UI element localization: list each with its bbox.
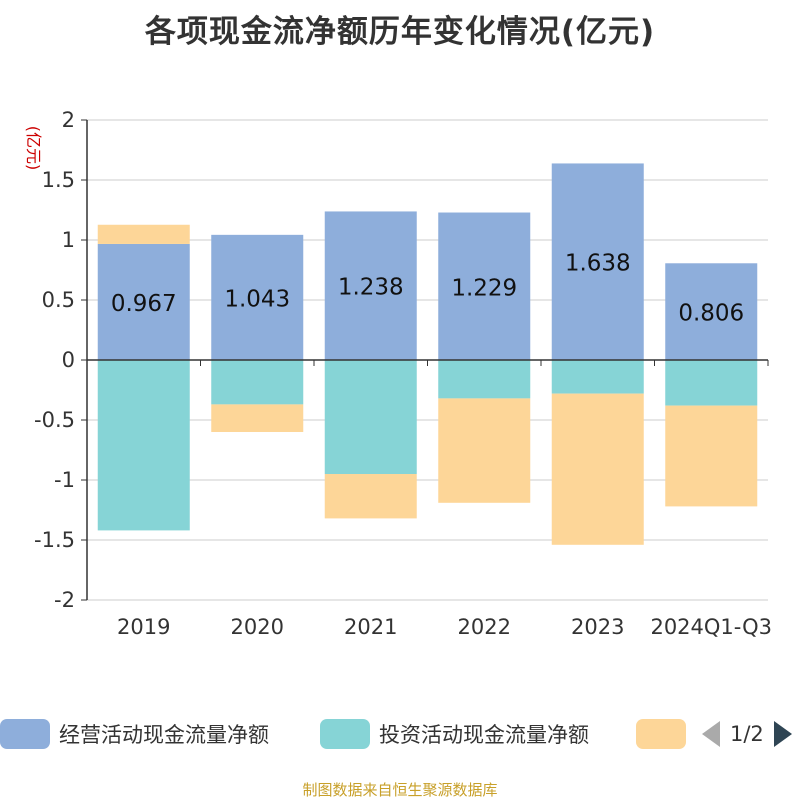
source-note: 制图数据来自恒生聚源数据库 — [302, 781, 498, 799]
bar-3-2023 — [551, 393, 644, 545]
legend-swatch — [636, 719, 686, 749]
axes — [81, 119, 769, 601]
x-tick-label: 2021 — [344, 615, 397, 639]
y-tick-label: 1.5 — [42, 168, 75, 192]
bar-2-2024Q1-Q3 — [665, 360, 758, 406]
legend-page-indicator: 1/2 — [730, 722, 764, 746]
legend: 经营活动现金流量净额 投资活动现金流量净额 1/2 — [0, 716, 800, 756]
legend-item-third-series[interactable] — [636, 716, 695, 752]
bar-2-2022 — [438, 360, 531, 399]
bar-value-label: 1.229 — [451, 275, 517, 301]
bar-1-2021 — [324, 211, 417, 360]
legend-item-operating-cash-flow[interactable]: 经营活动现金流量净额 — [0, 716, 269, 752]
bar-value-label: 1.043 — [224, 286, 290, 312]
bar-2-2019 — [97, 360, 190, 531]
bar-value-label: 0.806 — [678, 301, 744, 327]
x-tick-label: 2019 — [117, 615, 170, 639]
pager-next-arrow-icon[interactable] — [773, 721, 792, 747]
x-tick-label: 2024Q1-Q3 — [650, 615, 772, 639]
bar-2-2020 — [211, 360, 304, 405]
legend-swatch — [0, 719, 50, 749]
bars — [97, 163, 758, 545]
bar-value-label: 1.238 — [338, 275, 404, 301]
x-tick-label: 2020 — [231, 615, 284, 639]
legend-pager: 1/2 — [700, 716, 800, 752]
y-tick-label: -1.5 — [34, 528, 75, 552]
bar-2-2023 — [551, 360, 644, 394]
legend-item-investing-cash-flow[interactable]: 投资活动现金流量净额 — [320, 716, 589, 752]
y-tick-label: 2 — [62, 108, 75, 132]
labels: 2 1.5 1 0.5 0 -0.5 -1 -1.5 -2 0.967 2019 1.043 2020 1… — [34, 108, 772, 639]
bar-1-2022 — [438, 212, 531, 360]
x-tick-label: 2023 — [571, 615, 624, 639]
y-tick-label: -1 — [54, 468, 75, 492]
legend-label: 投资活动现金流量净额 — [379, 723, 589, 747]
bar-value-label: 1.638 — [565, 251, 631, 277]
bar-3-2021 — [324, 474, 417, 519]
x-tick-label: 2022 — [458, 615, 511, 639]
y-tick-label: 0 — [62, 348, 75, 372]
y-tick-label: -2 — [54, 588, 75, 612]
bar-1-2023 — [551, 163, 644, 360]
y-tick-label: 1 — [62, 228, 75, 252]
bar-3-2022 — [438, 398, 531, 503]
legend-label: 经营活动现金流量净额 — [59, 723, 269, 747]
bar-value-label: 0.967 — [111, 291, 177, 317]
grid-lines — [87, 119, 768, 601]
bar-3-2024Q1-Q3 — [665, 405, 758, 507]
legend-swatch — [320, 719, 370, 749]
bar-1-2024Q1-Q3 — [665, 263, 758, 360]
bar-2-2021 — [324, 360, 417, 474]
bar-chart: 2 1.5 1 0.5 0 -0.5 -1 -1.5 -2 0.967 2019 1.043 2020 1… — [24, 108, 772, 639]
y-axis-unit-label: (亿元) — [24, 126, 43, 171]
bar-1-2020 — [211, 234, 304, 360]
bar-3-2019 — [97, 224, 190, 244]
chart-title: 各项现金流净额历年变化情况(亿元) — [144, 14, 656, 50]
pager-prev-arrow-icon[interactable] — [702, 721, 720, 747]
bar-1-2019 — [97, 243, 190, 360]
bar-3-2020 — [211, 404, 304, 432]
y-tick-label: -0.5 — [34, 408, 75, 432]
y-tick-label: 0.5 — [42, 288, 75, 312]
